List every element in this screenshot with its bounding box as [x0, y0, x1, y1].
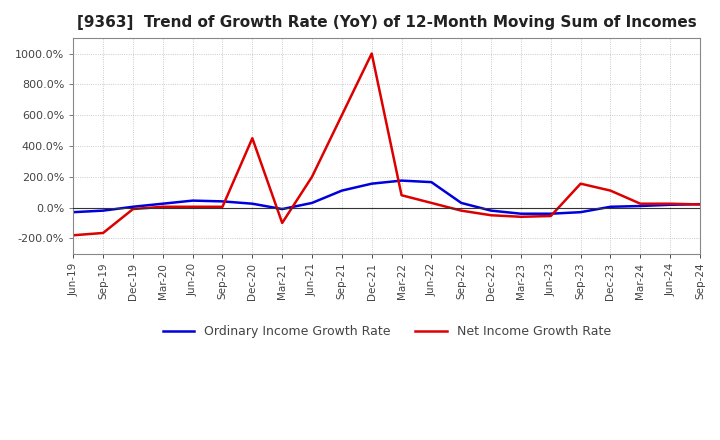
Title: [9363]  Trend of Growth Rate (YoY) of 12-Month Moving Sum of Incomes: [9363] Trend of Growth Rate (YoY) of 12-… [77, 15, 696, 30]
Ordinary Income Growth Rate [606, 204, 615, 209]
Net Income Growth Rate [69, 233, 78, 238]
Net Income Growth Rate [189, 204, 197, 209]
Ordinary Income Growth Rate [189, 198, 197, 203]
Ordinary Income Growth Rate [158, 201, 167, 206]
Ordinary Income Growth Rate [248, 201, 256, 206]
Ordinary Income Growth Rate [546, 211, 555, 216]
Net Income Growth Rate [576, 181, 585, 186]
Ordinary Income Growth Rate [666, 202, 675, 207]
Net Income Growth Rate [158, 204, 167, 209]
Net Income Growth Rate [218, 204, 227, 209]
Net Income Growth Rate [397, 193, 406, 198]
Net Income Growth Rate [367, 51, 376, 56]
Ordinary Income Growth Rate [69, 209, 78, 215]
Ordinary Income Growth Rate [696, 202, 704, 207]
Net Income Growth Rate [99, 230, 107, 235]
Ordinary Income Growth Rate [129, 204, 138, 209]
Ordinary Income Growth Rate [338, 188, 346, 193]
Ordinary Income Growth Rate [636, 203, 644, 209]
Ordinary Income Growth Rate [397, 178, 406, 183]
Net Income Growth Rate [696, 202, 704, 207]
Net Income Growth Rate [427, 200, 436, 205]
Net Income Growth Rate [457, 208, 466, 213]
Net Income Growth Rate [278, 220, 287, 226]
Ordinary Income Growth Rate [307, 200, 316, 205]
Net Income Growth Rate [307, 174, 316, 180]
Net Income Growth Rate [546, 213, 555, 219]
Net Income Growth Rate [666, 201, 675, 206]
Net Income Growth Rate [248, 136, 256, 141]
Ordinary Income Growth Rate [278, 206, 287, 212]
Ordinary Income Growth Rate [427, 180, 436, 185]
Ordinary Income Growth Rate [367, 181, 376, 186]
Line: Net Income Growth Rate: Net Income Growth Rate [73, 54, 700, 235]
Net Income Growth Rate [129, 206, 138, 212]
Net Income Growth Rate [487, 213, 495, 218]
Line: Ordinary Income Growth Rate: Ordinary Income Growth Rate [73, 180, 700, 214]
Net Income Growth Rate [636, 201, 644, 206]
Ordinary Income Growth Rate [218, 199, 227, 204]
Ordinary Income Growth Rate [576, 209, 585, 215]
Net Income Growth Rate [517, 214, 526, 220]
Ordinary Income Growth Rate [99, 208, 107, 213]
Ordinary Income Growth Rate [487, 208, 495, 213]
Ordinary Income Growth Rate [517, 211, 526, 216]
Net Income Growth Rate [606, 188, 615, 193]
Legend: Ordinary Income Growth Rate, Net Income Growth Rate: Ordinary Income Growth Rate, Net Income … [163, 325, 611, 338]
Net Income Growth Rate [338, 113, 346, 118]
Ordinary Income Growth Rate [457, 200, 466, 205]
